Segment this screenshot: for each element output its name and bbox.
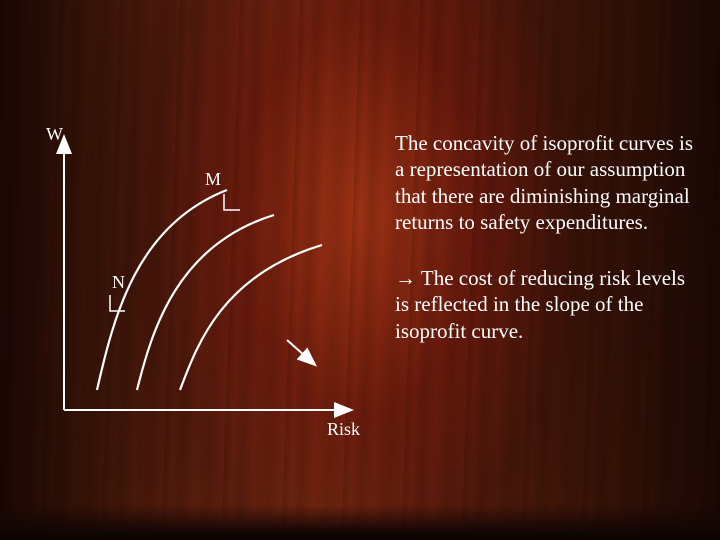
point-m-tick	[224, 194, 240, 210]
chart-svg: W Risk M N	[42, 130, 372, 450]
paragraph-cost: → The cost of reducing risk levels is re…	[395, 265, 695, 344]
isoprofit-curve-3	[180, 245, 322, 390]
point-n-label: N	[112, 272, 125, 292]
slide-stage: W Risk M N The concavity of isoprofit cu…	[0, 0, 720, 540]
slope-arrow	[287, 340, 314, 364]
explanation-text: The concavity of isoprofit curves is a r…	[395, 130, 695, 344]
y-axis-label: W	[46, 124, 63, 144]
isoprofit-chart: W Risk M N	[42, 130, 372, 425]
x-axis-label: Risk	[327, 419, 360, 439]
paragraph-concavity: The concavity of isoprofit curves is a r…	[395, 130, 695, 235]
point-m-label: M	[205, 169, 221, 189]
